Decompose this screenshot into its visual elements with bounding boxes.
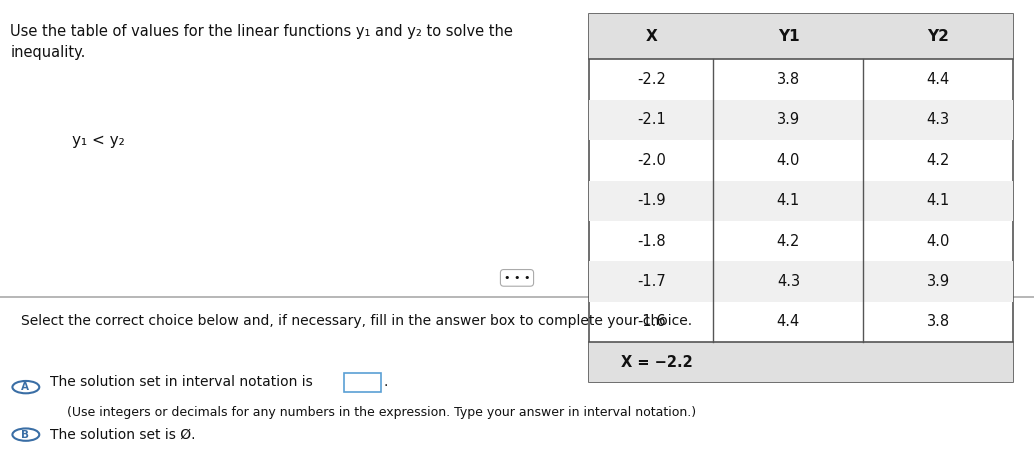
Text: -2.0: -2.0 bbox=[637, 153, 666, 168]
Text: -1.9: -1.9 bbox=[637, 193, 666, 208]
Text: -2.1: -2.1 bbox=[637, 113, 666, 127]
FancyBboxPatch shape bbox=[0, 0, 1034, 297]
FancyBboxPatch shape bbox=[589, 100, 1013, 140]
Text: The solution set in interval notation is: The solution set in interval notation is bbox=[50, 375, 312, 389]
FancyBboxPatch shape bbox=[589, 180, 1013, 221]
FancyBboxPatch shape bbox=[589, 342, 1013, 382]
Text: 4.0: 4.0 bbox=[777, 153, 800, 168]
Text: 4.4: 4.4 bbox=[926, 72, 950, 87]
Text: X: X bbox=[645, 29, 658, 44]
Text: 4.1: 4.1 bbox=[926, 193, 950, 208]
Text: The solution set is Ø.: The solution set is Ø. bbox=[50, 428, 195, 442]
Text: A: A bbox=[21, 382, 29, 392]
Text: .: . bbox=[384, 375, 388, 389]
Text: 4.4: 4.4 bbox=[777, 314, 800, 329]
Text: 4.3: 4.3 bbox=[777, 274, 800, 289]
Text: Y2: Y2 bbox=[927, 29, 949, 44]
Text: -1.7: -1.7 bbox=[637, 274, 666, 289]
FancyBboxPatch shape bbox=[589, 14, 1013, 59]
Text: 4.3: 4.3 bbox=[926, 113, 950, 127]
Text: Select the correct choice below and, if necessary, fill in the answer box to com: Select the correct choice below and, if … bbox=[21, 314, 692, 327]
Text: -2.2: -2.2 bbox=[637, 72, 666, 87]
FancyBboxPatch shape bbox=[0, 297, 1034, 475]
Text: 4.2: 4.2 bbox=[777, 234, 800, 248]
FancyBboxPatch shape bbox=[589, 14, 1013, 382]
Text: (Use integers or decimals for any numbers in the expression. Type your answer in: (Use integers or decimals for any number… bbox=[67, 406, 696, 419]
Text: -1.8: -1.8 bbox=[637, 234, 666, 248]
Text: y₁ < y₂: y₁ < y₂ bbox=[72, 133, 125, 148]
Text: 3.9: 3.9 bbox=[777, 113, 800, 127]
Text: B: B bbox=[21, 429, 29, 440]
Text: Y1: Y1 bbox=[778, 29, 799, 44]
Text: 4.1: 4.1 bbox=[777, 193, 800, 208]
Text: 3.8: 3.8 bbox=[777, 72, 800, 87]
FancyBboxPatch shape bbox=[344, 373, 381, 392]
Text: Use the table of values for the linear functions y₁ and y₂ to solve the
inequali: Use the table of values for the linear f… bbox=[10, 24, 513, 60]
FancyBboxPatch shape bbox=[589, 261, 1013, 302]
Text: 4.0: 4.0 bbox=[926, 234, 950, 248]
Text: -1.6: -1.6 bbox=[637, 314, 666, 329]
Text: • • •: • • • bbox=[504, 273, 530, 283]
Text: 4.2: 4.2 bbox=[926, 153, 950, 168]
Text: 3.9: 3.9 bbox=[926, 274, 950, 289]
Text: X = −2.2: X = −2.2 bbox=[620, 355, 693, 370]
Text: 3.8: 3.8 bbox=[926, 314, 950, 329]
